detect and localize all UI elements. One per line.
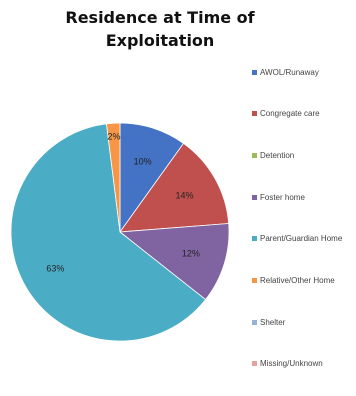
legend-swatch <box>252 277 257 283</box>
legend-item-detention: Detention <box>252 145 342 165</box>
legend-label: Foster home <box>260 192 305 202</box>
legend-swatch <box>252 319 257 325</box>
slice-label-relative-other-home: 2% <box>108 131 121 141</box>
legend-label: Missing/Unknown <box>260 359 323 369</box>
legend-label: Shelter <box>260 317 286 327</box>
legend-item-congregate-care: Congregate care <box>252 104 342 124</box>
chart-title: Residence at Time of Exploitation <box>65 8 255 50</box>
slice-label-foster-home: 12% <box>182 249 200 259</box>
legend-label: Relative/Other Home <box>260 275 335 285</box>
legend-swatch <box>252 152 257 158</box>
legend-swatch <box>252 194 257 200</box>
slice-label-parent-guardian-home: 63% <box>46 263 64 273</box>
legend-label: AWOL/Runaway <box>260 67 319 77</box>
pie-slice-parent-guardian-home <box>10 123 207 342</box>
legend-item-parent-guardian-home: Parent/Guardian Home <box>252 229 342 249</box>
pie-slice-congregate-care <box>119 142 230 233</box>
legend-label: Detention <box>260 150 295 160</box>
legend-item-awol-runaway: AWOL/Runaway <box>252 62 342 82</box>
legend-item-foster-home: Foster home <box>252 187 342 207</box>
legend-label: Congregate care <box>260 109 320 119</box>
legend-swatch <box>252 69 257 75</box>
legend-swatch <box>252 111 257 117</box>
legend-label: Parent/Guardian Home <box>260 234 343 244</box>
pie-slice-relative-other-home <box>106 122 121 233</box>
legend-swatch <box>252 236 257 242</box>
pie-slice-foster-home <box>118 223 230 301</box>
legend-swatch <box>252 361 257 367</box>
legend-item-missing-unknown: Missing/Unknown <box>252 354 342 374</box>
slice-label-congregate-care: 14% <box>176 191 194 201</box>
legend-item-shelter: Shelter <box>252 312 342 332</box>
legend-item-relative-other-home: Relative/Other Home <box>252 270 342 290</box>
chart-legend: AWOL/Runaway Congregate care Detention Fost… <box>252 62 342 396</box>
pie-chart: 10% 14% 12% 63% 2% <box>10 122 230 342</box>
slice-label-awol-runaway: 10% <box>134 156 152 166</box>
